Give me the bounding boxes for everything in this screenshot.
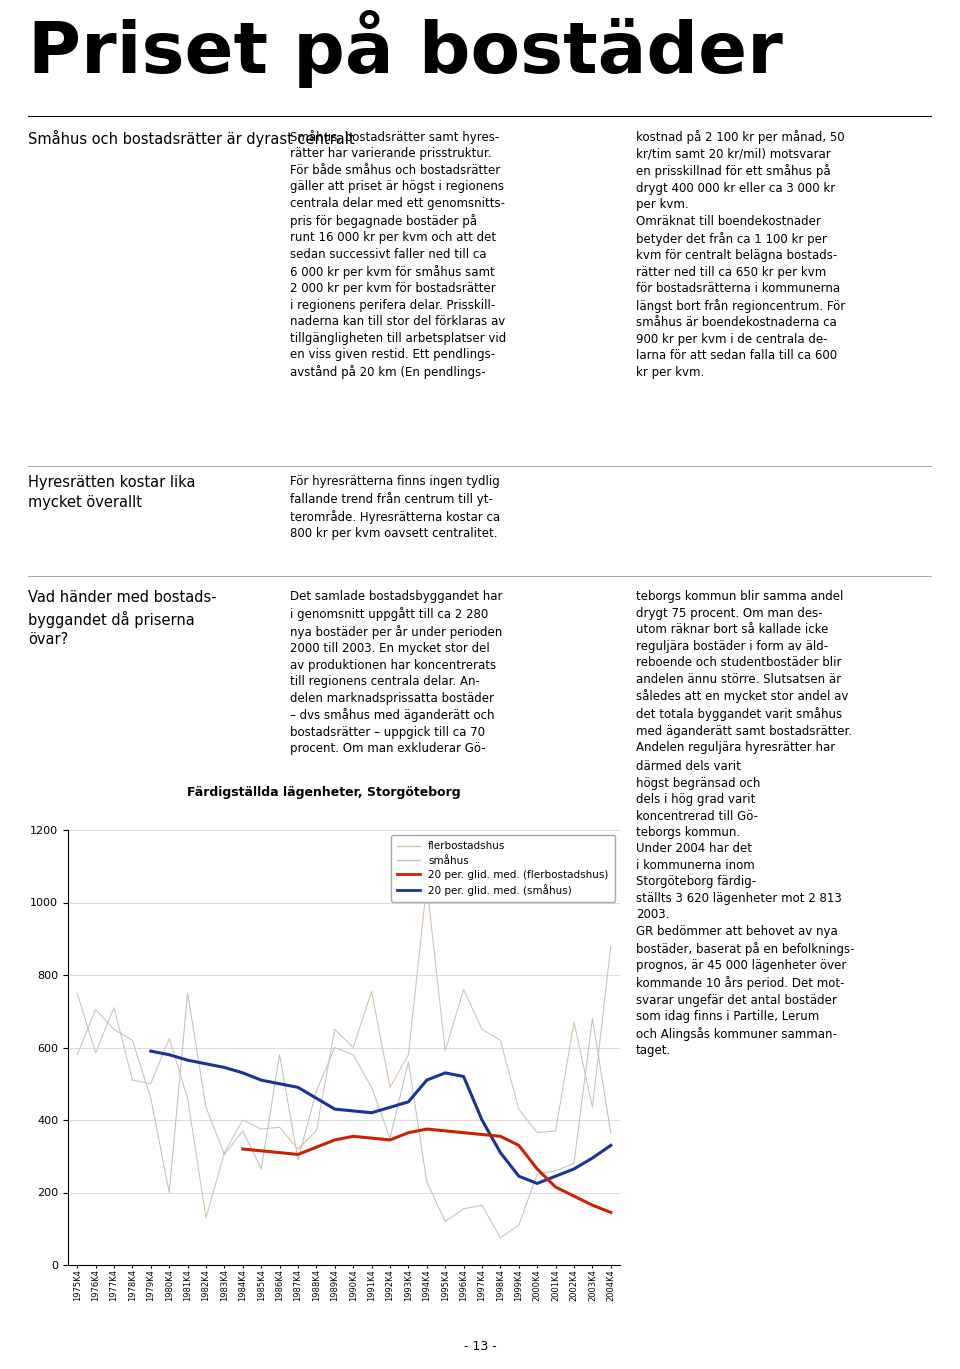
Text: därmed dels varit
högst begränsad och
dels i hög grad varit
koncentrerad till Gö: därmed dels varit högst begränsad och de… xyxy=(636,760,854,1057)
Text: Småhus och bostadsrätter är dyrast centralt: Småhus och bostadsrätter är dyrast centr… xyxy=(28,130,354,146)
Text: - 13 -: - 13 - xyxy=(464,1340,496,1353)
Text: För hyresrätterna finns ingen tydlig
fallande trend från centrum till yt-
teromr: För hyresrätterna finns ingen tydlig fal… xyxy=(290,475,500,541)
Text: teborgs kommun blir samma andel
drygt 75 procent. Om man des-
utom räknar bort s: teborgs kommun blir samma andel drygt 75… xyxy=(636,590,852,754)
Text: Vad händer med bostads-
byggandet då priserna
övar?: Vad händer med bostads- byggandet då pri… xyxy=(28,590,217,648)
Text: Priset på bostäder: Priset på bostäder xyxy=(28,10,782,88)
Text: Hyresrätten kostar lika
mycket överallt: Hyresrätten kostar lika mycket överallt xyxy=(28,475,196,509)
Text: Småhus, bostadsrätter samt hyres-
rätter har varierande prisstruktur.
För både s: Småhus, bostadsrätter samt hyres- rätter… xyxy=(290,130,506,379)
Text: Det samlade bostadsbyggandet har
i genomsnitt uppgått till ca 2 280
nya bostäder: Det samlade bostadsbyggandet har i genom… xyxy=(290,590,502,756)
Legend: flerbostadshus, småhus, 20 per. glid. med. (flerbostadshus), 20 per. glid. med. : flerbostadshus, småhus, 20 per. glid. me… xyxy=(391,835,614,902)
Text: Färdigställda lägenheter, Storgöteborg: Färdigställda lägenheter, Storgöteborg xyxy=(187,786,461,799)
Text: kostnad på 2 100 kr per månad, 50
kr/tim samt 20 kr/mil) motsvarar
en prisskilln: kostnad på 2 100 kr per månad, 50 kr/tim… xyxy=(636,130,845,379)
